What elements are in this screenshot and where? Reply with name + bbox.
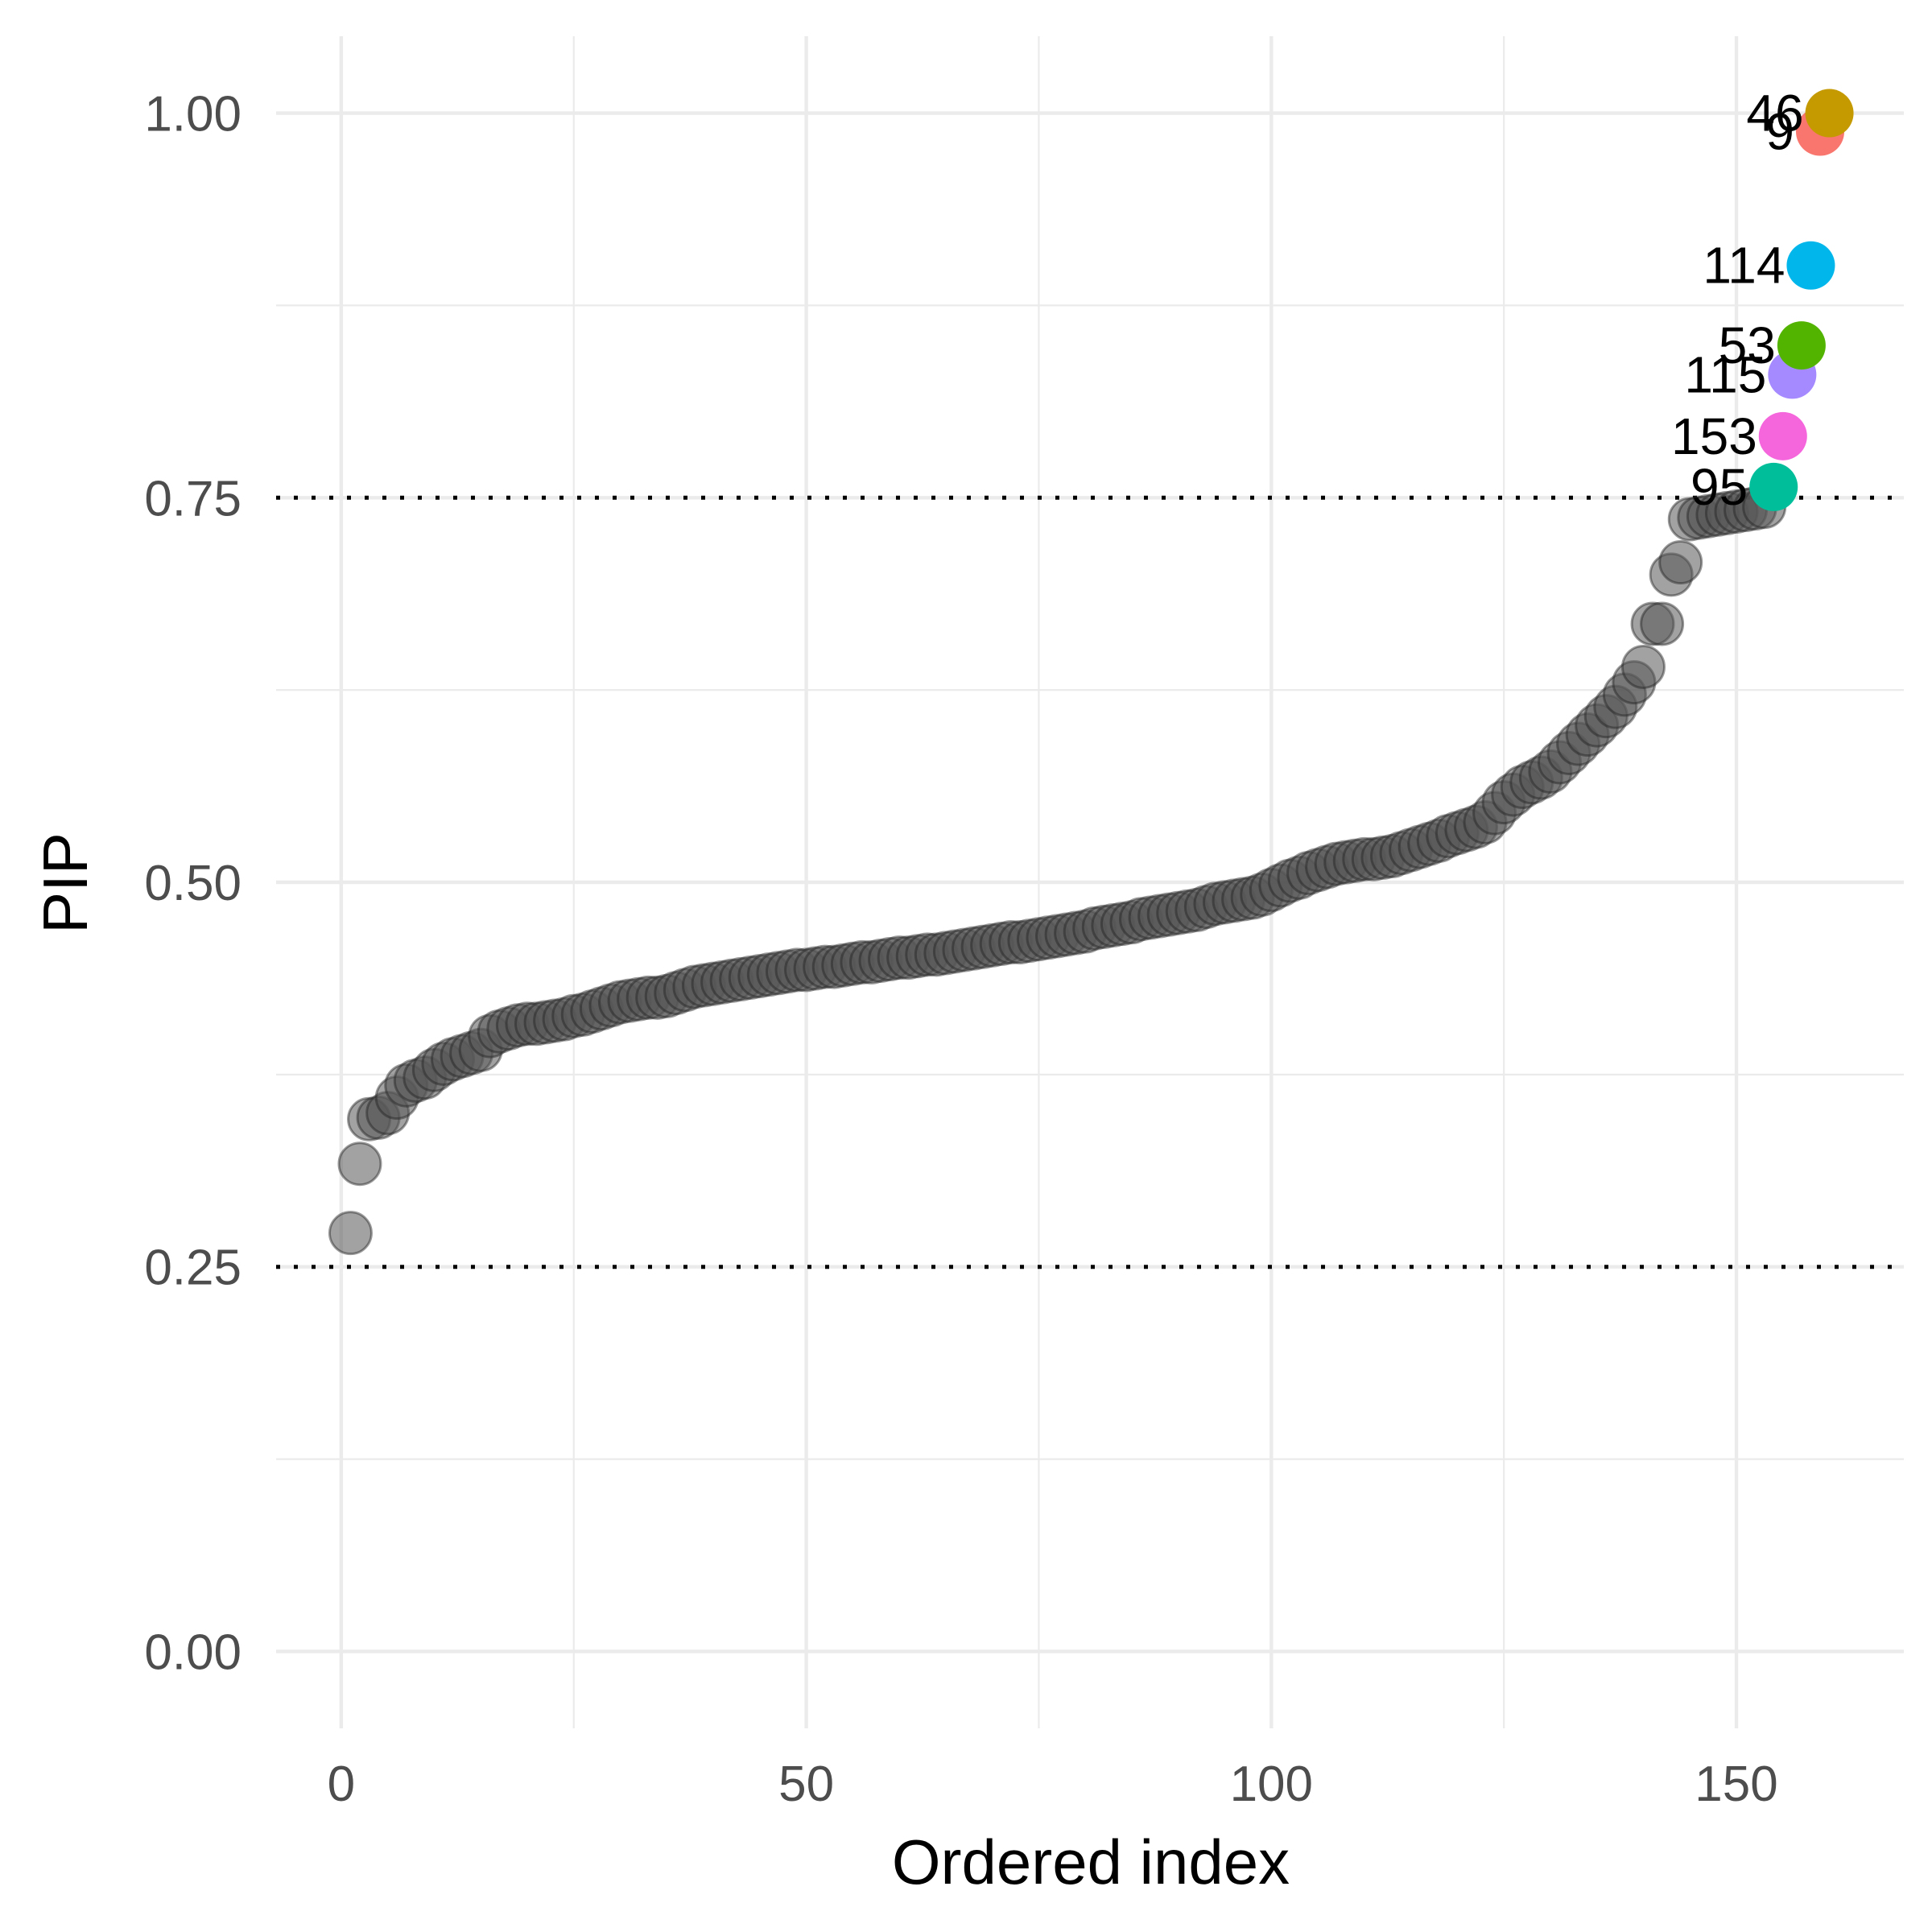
highlighted-points <box>1749 89 1854 511</box>
point-label-115: 115 <box>1684 345 1766 403</box>
background-points <box>328 485 1787 1256</box>
highlighted-point-153 <box>1758 411 1807 460</box>
y-tick-label: 0.50 <box>144 856 242 911</box>
x-tick-label: 50 <box>778 1757 834 1812</box>
x-axis-title: Ordered index <box>892 1827 1290 1897</box>
y-axis-title: PIP <box>30 832 101 934</box>
data-point <box>1658 540 1703 585</box>
point-label-153: 153 <box>1671 407 1757 465</box>
y-tick-label: 0.75 <box>144 471 242 526</box>
highlighted-point-95 <box>1749 462 1798 511</box>
point-label-114: 114 <box>1703 237 1785 295</box>
highlighted-point-114 <box>1786 241 1835 290</box>
point-label-95: 95 <box>1690 458 1748 516</box>
y-tick-labels: 0.00 0.25 0.50 0.75 1.00 <box>144 87 242 1681</box>
x-tick-label: 150 <box>1695 1757 1777 1812</box>
x-tick-label: 0 <box>328 1757 355 1812</box>
x-tick-label: 100 <box>1230 1757 1313 1812</box>
data-point <box>1620 644 1666 689</box>
point-label-53: 53 <box>1719 316 1776 374</box>
y-tick-label: 1.00 <box>144 87 242 142</box>
point-label-9: 9 <box>1765 102 1794 160</box>
data-point <box>1640 601 1685 646</box>
x-tick-labels: 0 50 100 150 <box>328 1757 1778 1812</box>
highlighted-point-53 <box>1777 321 1826 370</box>
point-label-46: 46 <box>1746 85 1803 142</box>
data-point <box>328 1211 373 1256</box>
y-tick-label: 0.00 <box>144 1624 242 1680</box>
y-tick-label: 0.25 <box>144 1241 242 1296</box>
data-point <box>337 1141 382 1187</box>
highlighted-point-46 <box>1805 89 1854 138</box>
